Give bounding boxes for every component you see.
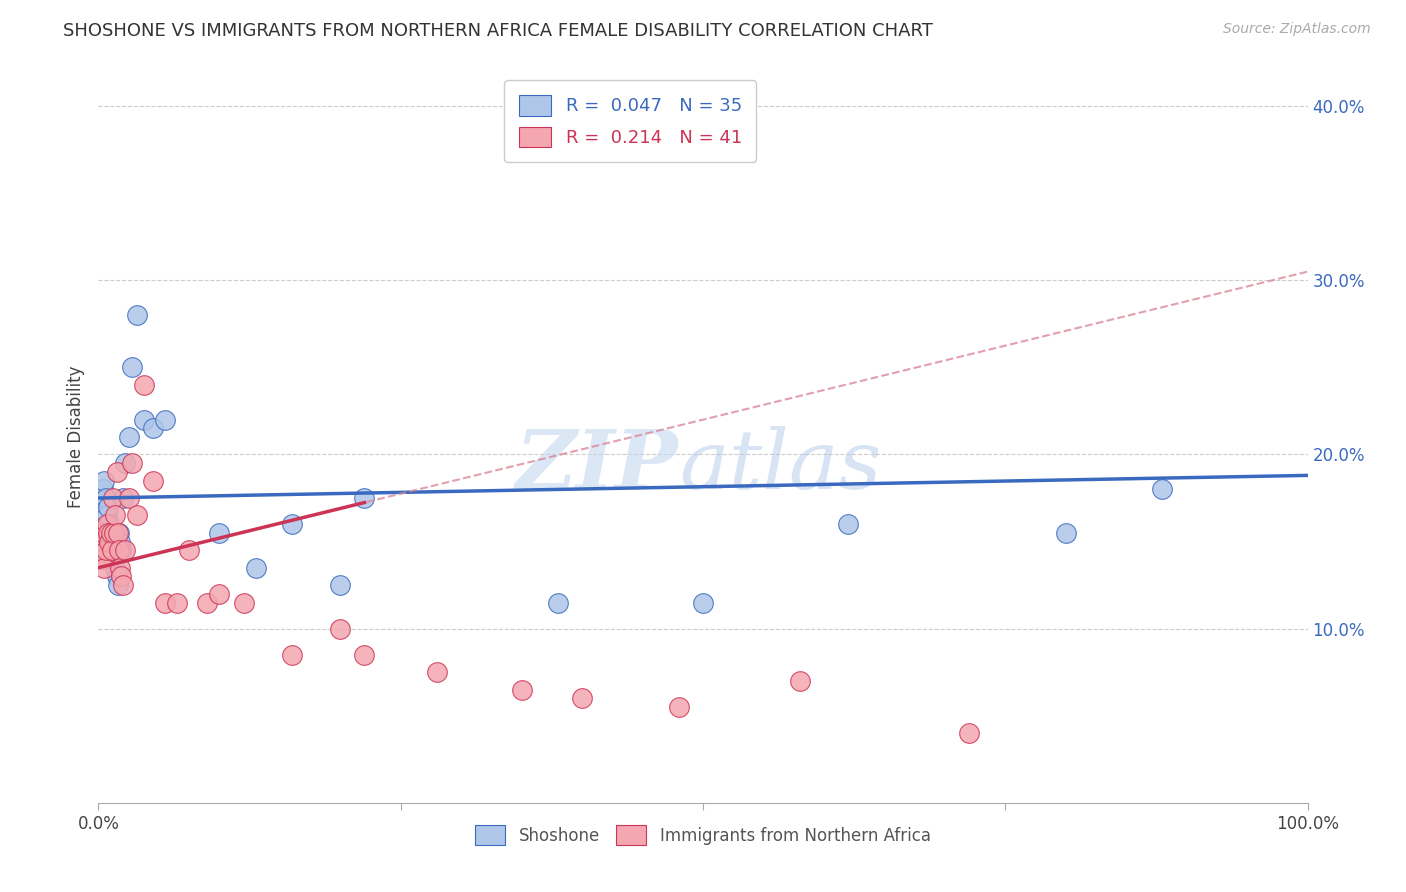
Point [101,543,124,558]
Point [118,430,141,444]
Point [108,534,131,549]
Point [111,491,134,505]
Point [329,622,352,636]
Point [957,726,980,740]
Point [96,508,118,523]
Point [353,491,375,505]
Point [105,569,128,583]
Point [668,700,690,714]
Point [97,500,120,514]
Point [134,377,156,392]
Point [89,525,111,540]
Y-axis label: Female Disability: Female Disability [66,366,84,508]
Point [510,682,533,697]
Point [121,456,143,470]
Point [114,543,136,558]
Point [142,421,165,435]
Point [281,517,304,532]
Point [108,560,131,574]
Text: atlas: atlas [679,426,882,507]
Point [93,560,115,574]
Point [103,552,125,566]
Point [1152,483,1174,497]
Point [118,491,141,505]
Point [111,578,134,592]
Point [547,595,569,609]
Point [195,595,218,609]
Text: Source: ZipAtlas.com: Source: ZipAtlas.com [1223,22,1371,37]
Point [91,483,114,497]
Point [166,595,188,609]
Point [108,543,131,558]
Text: SHOSHONE VS IMMIGRANTS FROM NORTHERN AFRICA FEMALE DISABILITY CORRELATION CHART: SHOSHONE VS IMMIGRANTS FROM NORTHERN AFR… [63,22,934,40]
Point [127,508,149,523]
Point [692,595,714,609]
Point [232,595,254,609]
Point [121,360,143,375]
Point [100,543,122,558]
Point [110,569,132,583]
Point [426,665,449,680]
Point [96,517,118,532]
Point [91,543,114,558]
Point [98,534,121,549]
Text: ZIP: ZIP [516,426,679,507]
Point [1054,525,1077,540]
Point [789,673,811,688]
Point [93,474,115,488]
Point [153,595,176,609]
Point [94,491,117,505]
Point [101,491,124,505]
Point [208,525,231,540]
Point [100,525,122,540]
Legend: Shoshone, Immigrants from Northern Africa: Shoshone, Immigrants from Northern Afric… [467,817,939,853]
Point [100,525,122,540]
Point [103,525,125,540]
Point [100,534,122,549]
Point [208,587,231,601]
Point [127,308,149,322]
Point [142,474,165,488]
Point [107,578,129,592]
Point [91,552,114,566]
Point [104,560,127,574]
Point [98,517,121,532]
Point [245,560,267,574]
Point [179,543,201,558]
Point [134,412,156,426]
Point [329,578,352,592]
Point [114,456,136,470]
Point [153,412,176,426]
Point [837,517,859,532]
Point [108,525,131,540]
Point [94,543,117,558]
Point [90,534,112,549]
Point [110,543,132,558]
Point [105,465,128,479]
Point [104,508,127,523]
Point [97,525,120,540]
Point [90,491,112,505]
Point [107,525,129,540]
Point [571,691,593,706]
Point [281,648,304,662]
Point [353,648,375,662]
